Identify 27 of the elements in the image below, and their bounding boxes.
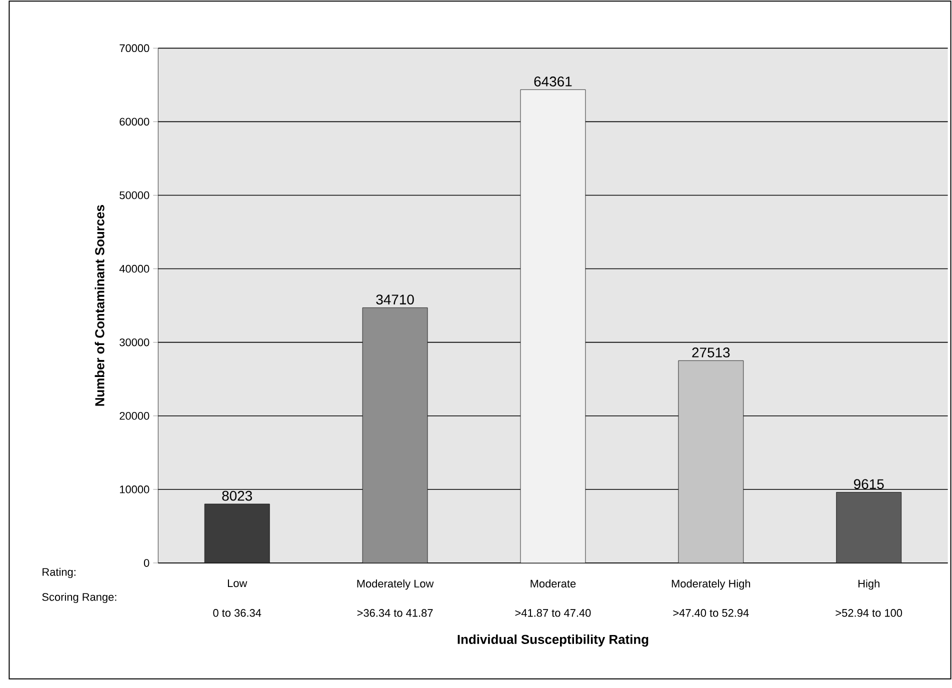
data-label: 34710 [376, 294, 414, 304]
y-tick-label: 60000 [120, 118, 150, 126]
text: >41.87 to 47.40 [515, 609, 591, 617]
y-tick-label: 20000 [120, 412, 150, 420]
y-tick-label: 0 [144, 559, 150, 567]
data-label: 9615 [854, 479, 884, 489]
x-tick-label: Low [228, 579, 248, 588]
y-axis-title: Number of Contaminant Sources [94, 204, 104, 406]
y-tick-label: 50000 [120, 191, 150, 200]
y-tick-label: 40000 [119, 264, 150, 273]
x-tick-label: Moderately Low [357, 579, 434, 590]
text: Rating: [42, 568, 76, 578]
x-tick-label: Moderate [530, 579, 576, 588]
text: >47.40 to 52.94 [673, 609, 749, 617]
data-label: 8023 [222, 490, 252, 501]
x-tick-label: High [858, 579, 880, 590]
data-label: 27513 [692, 347, 730, 358]
text: >36.34 to 41.87 [357, 609, 433, 617]
y-tick-label: 10000 [120, 485, 150, 494]
y-tick-label: 70000 [120, 44, 150, 52]
text: 0 to 36.34 [213, 609, 262, 617]
x-axis-title: Individual Susceptibility Rating [458, 634, 648, 647]
data-label: 64361 [534, 76, 572, 86]
text: >52.94 to 100 [836, 609, 902, 617]
x-tick-label: Moderately High [672, 579, 750, 590]
text: Scoring Range: [42, 592, 116, 603]
y-tick-label: 30000 [120, 338, 150, 346]
